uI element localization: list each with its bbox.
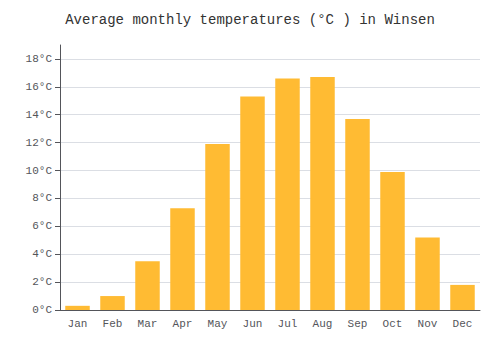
svg-text:Average monthly temperatures (: Average monthly temperatures (°C ) in Wi… xyxy=(65,12,435,28)
svg-text:0°C: 0°C xyxy=(32,304,52,316)
svg-text:Mar: Mar xyxy=(138,318,158,330)
svg-text:Jun: Jun xyxy=(243,318,263,330)
svg-text:May: May xyxy=(208,318,228,330)
svg-text:Jan: Jan xyxy=(68,318,88,330)
svg-text:2°C: 2°C xyxy=(32,276,52,288)
svg-text:18°C: 18°C xyxy=(26,53,53,65)
svg-text:10°C: 10°C xyxy=(26,165,53,177)
svg-text:4°C: 4°C xyxy=(32,248,52,260)
svg-text:Jul: Jul xyxy=(278,318,298,330)
svg-text:Sep: Sep xyxy=(348,318,368,330)
svg-text:6°C: 6°C xyxy=(32,220,52,232)
svg-text:Dec: Dec xyxy=(453,318,473,330)
svg-text:Apr: Apr xyxy=(173,318,193,330)
svg-text:Nov: Nov xyxy=(418,318,438,330)
svg-text:Oct: Oct xyxy=(383,318,403,330)
svg-text:16°C: 16°C xyxy=(26,81,53,93)
svg-text:Aug: Aug xyxy=(313,318,333,330)
svg-text:Feb: Feb xyxy=(103,318,123,330)
svg-text:14°C: 14°C xyxy=(26,109,53,121)
svg-text:12°C: 12°C xyxy=(26,137,53,149)
svg-text:8°C: 8°C xyxy=(32,192,52,204)
